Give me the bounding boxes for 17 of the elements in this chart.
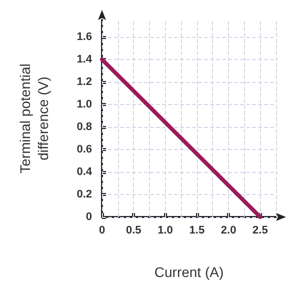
- y-tick-label: 1.2: [76, 76, 92, 88]
- y-tick-label: 0: [86, 211, 92, 223]
- y-tick-label: 0.8: [76, 120, 92, 133]
- x-tick-label: 1.0: [158, 224, 173, 236]
- x-tick-label: 2.0: [220, 224, 236, 236]
- y-tick-label: 0.6: [76, 143, 92, 156]
- y-axis-title: Terminal potential difference (V): [17, 64, 51, 174]
- y-tick-label: 1.0: [76, 98, 92, 110]
- y-tick-label: 1.4: [76, 53, 93, 66]
- x-tick-label: 0.5: [126, 224, 142, 236]
- y-tick-label: 0.2: [76, 188, 92, 200]
- x-axis-title: Current (A): [154, 264, 224, 280]
- y-tick-label: 1.6: [76, 30, 92, 43]
- x-tick-label: 2.5: [252, 224, 268, 236]
- x-tick-label: 1.5: [189, 224, 205, 236]
- y-tick-label: 0.4: [76, 166, 93, 178]
- x-tick-label: 0: [98, 224, 106, 236]
